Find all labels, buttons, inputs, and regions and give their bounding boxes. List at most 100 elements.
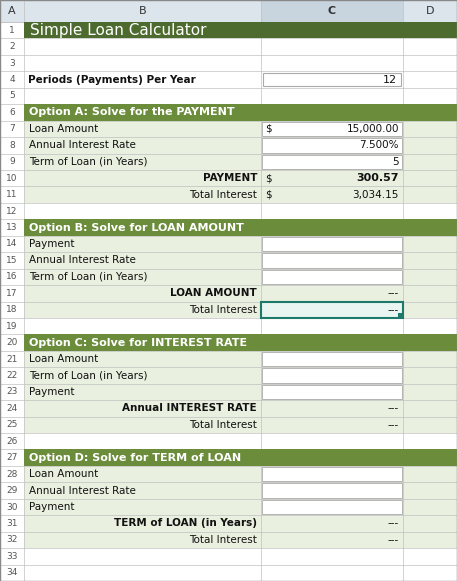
Bar [24,482,457,499]
Bar [0,170,457,187]
Bar [24,170,457,187]
Text: 16: 16 [6,272,18,281]
Bar [0,318,457,335]
Bar [24,236,457,252]
Bar [24,22,457,38]
Bar [0,268,457,285]
Text: D: D [426,6,434,16]
Bar [262,500,402,514]
Bar [262,352,402,366]
Bar [0,252,457,268]
Text: 24: 24 [6,404,18,413]
Bar [262,236,402,251]
Bar [24,383,457,400]
Bar [0,383,457,400]
Bar [0,71,457,88]
Text: 3,034.15: 3,034.15 [353,189,399,200]
Text: Annual Interest Rate: Annual Interest Rate [29,256,136,266]
Text: Loan Amount: Loan Amount [29,469,98,479]
Text: 300.57: 300.57 [356,173,399,183]
Text: 32: 32 [6,536,18,544]
Bar [262,270,402,284]
Bar [0,88,457,104]
Bar [0,499,457,515]
Bar [24,121,457,137]
Bar [262,253,402,268]
Text: $: $ [265,173,271,183]
Text: Total Interest: Total Interest [189,189,257,200]
Text: Option C: Solve for INTEREST RATE: Option C: Solve for INTEREST RATE [29,338,247,347]
Text: ---: --- [388,518,399,529]
Text: ---: --- [388,304,399,315]
Text: Option D: Solve for TERM of LOAN: Option D: Solve for TERM of LOAN [29,453,241,462]
Bar [24,137,457,153]
Text: Total Interest: Total Interest [189,420,257,430]
Bar [0,417,457,433]
Bar [0,466,457,482]
Bar [262,467,402,481]
Bar [262,270,402,284]
Text: Term of Loan (in Years): Term of Loan (in Years) [29,272,148,282]
Text: C: C [328,6,336,16]
Bar [0,0,457,22]
Text: Annual INTEREST RATE: Annual INTEREST RATE [122,403,257,413]
Bar [0,433,457,450]
Bar [261,0,403,22]
Bar [0,532,457,548]
Bar [262,121,402,136]
Text: Periods (Payments) Per Year: Periods (Payments) Per Year [28,74,196,85]
Bar [0,121,457,137]
Text: Payment: Payment [29,239,74,249]
Text: Term of Loan (in Years): Term of Loan (in Years) [29,371,148,381]
Text: 17: 17 [6,289,18,298]
Text: 12: 12 [6,207,18,216]
Text: 29: 29 [6,486,18,495]
Bar [262,155,402,169]
Bar [0,285,457,302]
Bar [0,482,457,499]
Text: 19: 19 [6,322,18,331]
Text: 15,000.00: 15,000.00 [346,124,399,134]
Text: Loan Amount: Loan Amount [29,124,98,134]
Text: 7.500%: 7.500% [360,140,399,150]
Bar [0,565,457,581]
Bar [262,121,402,136]
Text: 14: 14 [6,239,18,249]
Text: Total Interest: Total Interest [189,304,257,315]
Bar [0,302,457,318]
Bar [398,313,403,318]
Bar [24,104,457,121]
Bar [0,137,457,153]
Text: 8: 8 [9,141,15,150]
Text: 6: 6 [9,108,15,117]
Bar [24,515,457,532]
Bar [24,499,457,515]
Text: 3: 3 [9,59,15,67]
Bar [24,187,457,203]
Text: 21: 21 [6,354,18,364]
Text: $: $ [265,124,271,134]
Text: Term of Loan (in Years): Term of Loan (in Years) [29,157,148,167]
Text: 18: 18 [6,305,18,314]
Bar [24,532,457,548]
Text: 30: 30 [6,503,18,511]
Bar [262,483,402,498]
Bar [262,368,402,383]
Bar [262,385,402,399]
Bar [24,466,457,482]
Bar [262,368,402,383]
Bar [24,335,457,351]
Bar [262,253,402,268]
Text: LOAN AMOUNT: LOAN AMOUNT [170,288,257,298]
Text: 7: 7 [9,124,15,134]
Text: PAYMENT: PAYMENT [202,173,257,183]
Bar [262,138,402,153]
Bar [262,500,402,514]
Text: Simple Loan Calculator: Simple Loan Calculator [30,23,207,38]
Bar [24,302,457,318]
Bar [24,285,457,302]
Bar [0,236,457,252]
Bar [0,515,457,532]
Bar [24,450,457,466]
Bar [261,302,403,318]
